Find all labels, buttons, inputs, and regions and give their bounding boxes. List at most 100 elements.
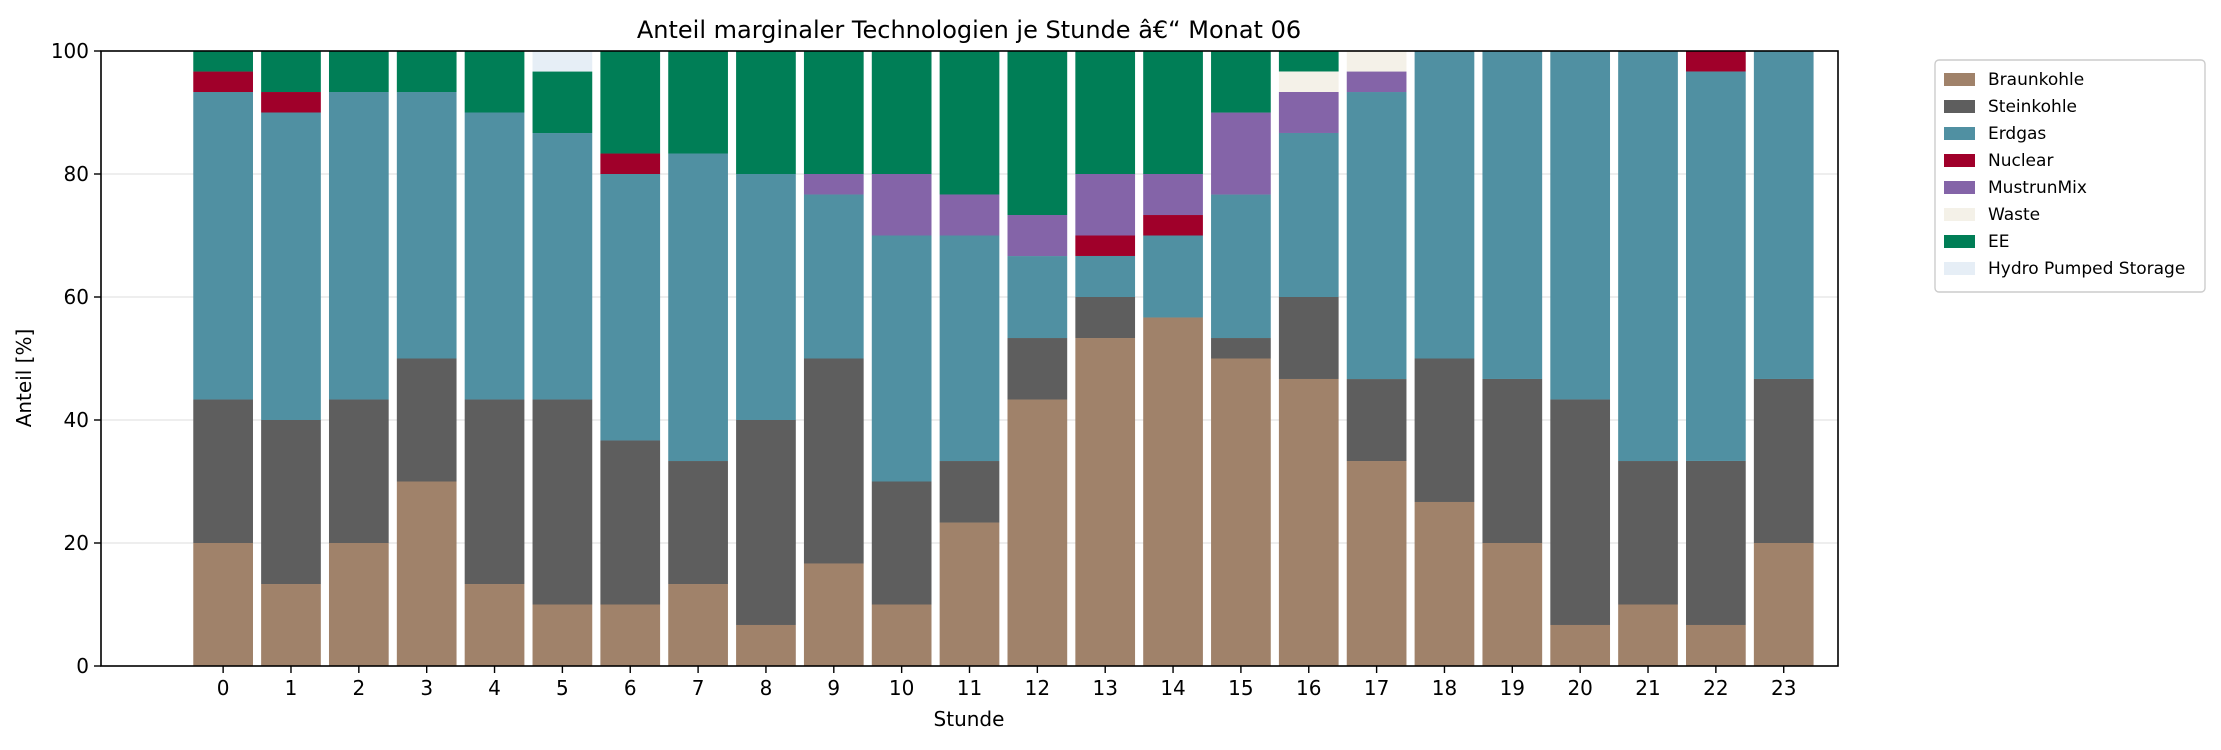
- legend-swatch: [1944, 262, 1975, 275]
- bar-segment: [871, 51, 932, 174]
- bar-segment: [396, 92, 457, 359]
- bar-segment: [193, 51, 253, 72]
- legend-swatch: [1944, 73, 1975, 86]
- bar-segment: [668, 153, 728, 462]
- x-tick-label: 20: [1567, 676, 1592, 700]
- bar-segment: [193, 71, 253, 93]
- y-axis: 0 20 40 60 80 100: [51, 39, 101, 678]
- bar-segment: [1550, 399, 1611, 625]
- bar-segment: [1414, 358, 1475, 502]
- bar-segment: [1211, 358, 1271, 666]
- legend-swatch: [1944, 100, 1975, 113]
- bar-segment: [1075, 338, 1136, 666]
- x-tick-label: 22: [1703, 676, 1728, 700]
- x-tick-label: 17: [1364, 676, 1389, 700]
- legend-entry: Waste: [1988, 205, 2040, 225]
- bars: [193, 51, 1814, 666]
- bar-segment: [1686, 460, 1746, 625]
- bar-segment: [1143, 174, 1203, 216]
- bar-segment: [1346, 71, 1407, 93]
- bar-segment: [464, 51, 525, 113]
- bar-segment: [803, 174, 864, 195]
- bar-segment: [736, 420, 796, 625]
- x-tick-label: 4: [488, 676, 501, 700]
- bar-segment: [1686, 71, 1746, 461]
- bar-segment: [803, 358, 864, 564]
- legend-swatch: [1944, 208, 1975, 221]
- y-tick-label: 40: [64, 408, 89, 432]
- bar-segment: [1346, 92, 1407, 380]
- bar-segment: [532, 604, 593, 666]
- bar-segment: [1686, 51, 1746, 72]
- bar-segment: [871, 235, 932, 482]
- bar-segment: [1007, 399, 1068, 666]
- bar-segment: [1346, 461, 1407, 666]
- x-tick-label: 0: [217, 676, 230, 700]
- bar-segment: [1075, 255, 1136, 297]
- y-axis-label: Anteil [%]: [12, 329, 36, 428]
- bar-segment: [193, 92, 253, 400]
- x-tick-label: 16: [1296, 676, 1321, 700]
- bar-segment: [396, 358, 457, 482]
- bar-segment: [1753, 543, 1814, 666]
- bar-segment: [261, 420, 321, 585]
- x-tick-label: 11: [957, 676, 982, 700]
- x-tick-label: 8: [760, 676, 773, 700]
- bar-segment: [1618, 461, 1678, 605]
- bar-segment: [803, 51, 864, 174]
- bar-segment: [1143, 215, 1203, 236]
- bar-segment: [1278, 132, 1339, 297]
- x-tick-label: 7: [692, 676, 705, 700]
- bar-segment: [736, 174, 796, 420]
- bar-segment: [736, 624, 796, 666]
- bar-segment: [464, 584, 525, 666]
- bar-segment: [1414, 51, 1475, 359]
- bar-segment: [1686, 624, 1746, 666]
- bar-segment: [1211, 112, 1271, 195]
- bar-segment: [600, 440, 661, 605]
- legend-entry: Erdgas: [1988, 124, 2046, 144]
- bar-segment: [1007, 256, 1068, 339]
- bar-segment: [803, 194, 864, 359]
- bar-segment: [600, 604, 661, 666]
- x-tick-label: 1: [285, 676, 298, 700]
- bar-segment: [939, 51, 1000, 195]
- bar-segment: [668, 51, 728, 154]
- bar-segment: [532, 71, 593, 134]
- bar-segment: [1482, 543, 1543, 666]
- legend-entry: Steinkohle: [1988, 97, 2077, 117]
- bar-segment: [668, 584, 728, 666]
- bar-segment: [1007, 51, 1068, 216]
- bar-segment: [261, 584, 321, 666]
- x-tick-label: 23: [1771, 676, 1796, 700]
- bar-segment: [396, 51, 457, 93]
- y-tick-label: 20: [64, 531, 89, 555]
- x-tick-label: 9: [827, 676, 840, 700]
- bar-segment: [600, 51, 661, 154]
- bar-segment: [668, 461, 728, 585]
- bar-segment: [1007, 338, 1068, 400]
- bar-segment: [1075, 235, 1136, 256]
- bar-segment: [1482, 51, 1543, 379]
- bar-segment: [803, 563, 864, 666]
- legend-swatch: [1944, 235, 1975, 248]
- legend-entry: Nuclear: [1988, 151, 2053, 171]
- bar-segment: [871, 481, 932, 605]
- bar-segment: [1211, 338, 1271, 359]
- bar-segment: [1278, 51, 1339, 72]
- bar-segment: [1753, 51, 1814, 379]
- bar-segment: [1143, 317, 1203, 666]
- bar-segment: [939, 522, 1000, 666]
- x-tick-label: 13: [1092, 676, 1117, 700]
- bar-segment: [1007, 215, 1068, 257]
- legend-swatch: [1944, 181, 1975, 194]
- bar-segment: [1075, 51, 1136, 174]
- x-tick-label: 12: [1025, 676, 1050, 700]
- bar-segment: [261, 51, 321, 93]
- bar-segment: [1618, 51, 1678, 462]
- x-tick-label: 15: [1228, 676, 1253, 700]
- bar-segment: [939, 235, 1000, 462]
- bar-segment: [871, 604, 932, 666]
- x-tick-label: 10: [889, 676, 914, 700]
